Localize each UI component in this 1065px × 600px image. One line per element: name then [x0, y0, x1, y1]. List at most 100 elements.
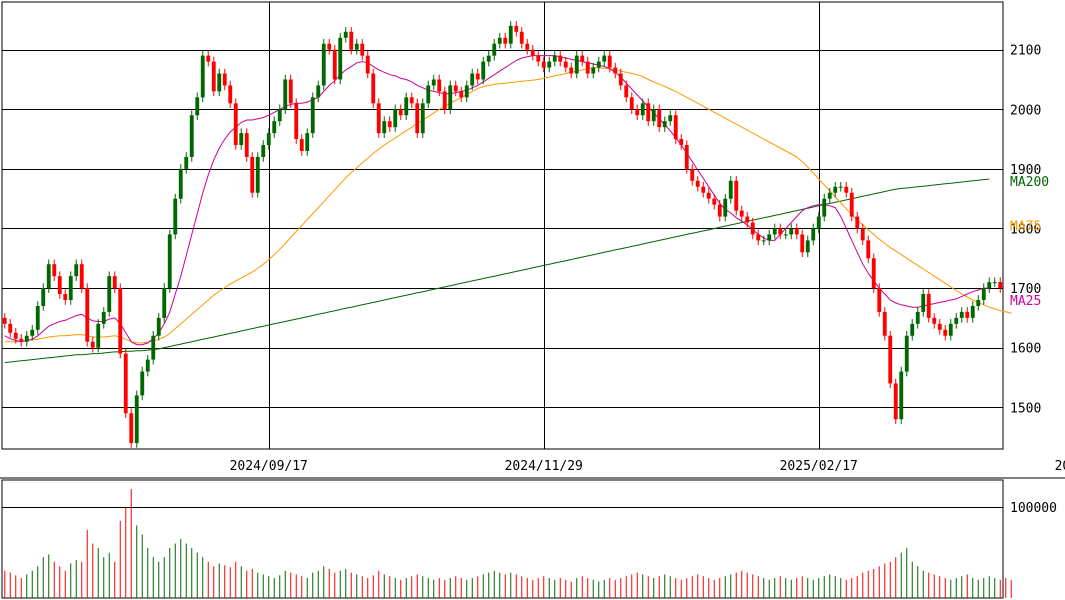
- candle-body: [145, 359, 150, 372]
- date-label: 2025/05/01: [1055, 459, 1065, 474]
- candle-body: [8, 323, 13, 333]
- candle-body: [195, 97, 200, 116]
- candle-body: [789, 228, 794, 235]
- candle-body: [976, 300, 981, 306]
- ma200-line: [4, 178, 990, 364]
- candle-body: [992, 282, 997, 284]
- candle-body: [112, 276, 117, 289]
- candle-body: [321, 43, 326, 86]
- candle-body: [706, 192, 711, 199]
- candle-body: [332, 49, 337, 80]
- candle-body: [778, 228, 783, 235]
- candle-body: [844, 186, 849, 193]
- candle-body: [860, 228, 865, 241]
- volume-axis-labels: 100000: [1010, 501, 1057, 516]
- candle-body: [673, 115, 678, 140]
- candle-body: [294, 103, 299, 140]
- candle-body: [167, 234, 172, 289]
- candle-body: [750, 222, 755, 235]
- price-tick-label: 1700: [1010, 282, 1041, 297]
- candle-body: [96, 323, 101, 348]
- candle-body: [481, 61, 486, 80]
- candle-body: [41, 288, 46, 306]
- candle-body: [563, 61, 568, 68]
- candle-body: [761, 240, 766, 242]
- candle-body: [838, 186, 843, 188]
- candle-body: [783, 234, 788, 236]
- candle-body: [580, 55, 585, 62]
- candle-body: [442, 91, 447, 110]
- candle-body: [228, 85, 233, 104]
- candle-body: [591, 67, 596, 74]
- candle-body: [426, 85, 431, 104]
- date-label: 2025/02/17: [780, 459, 858, 474]
- candle-body: [893, 383, 898, 420]
- candle-body: [690, 168, 695, 181]
- candle-body: [409, 97, 414, 104]
- candle-body: [536, 55, 541, 62]
- ma-label: MA25: [1010, 294, 1041, 309]
- candle-body: [327, 43, 332, 50]
- candle-body: [937, 323, 942, 330]
- candle-body: [646, 103, 651, 122]
- candle-body: [954, 317, 959, 324]
- candle-body: [437, 79, 442, 92]
- candle-body: [283, 79, 288, 110]
- candle-body: [277, 109, 282, 122]
- candle-body: [657, 109, 662, 128]
- price-axis-labels: 1500 1600 1700 1800 1900 2000 2100: [1010, 44, 1041, 417]
- candle-body: [68, 276, 73, 300]
- candle-body: [376, 103, 381, 134]
- candle-body: [453, 85, 458, 92]
- candle-body: [635, 109, 640, 116]
- price-tick-label: 1800: [1010, 222, 1041, 237]
- candle-body: [492, 43, 497, 56]
- candle-body: [288, 79, 293, 104]
- candle-body: [662, 121, 667, 128]
- candle-body: [503, 37, 508, 44]
- candle-body: [525, 43, 530, 50]
- candle-body: [613, 67, 618, 74]
- candle-body: [519, 31, 524, 44]
- candle-body: [728, 180, 733, 199]
- ma25-line: [4, 55, 990, 346]
- candle-body: [475, 73, 480, 80]
- candle-body: [816, 216, 821, 229]
- candle-body: [888, 335, 893, 384]
- candle-body: [800, 234, 805, 253]
- candle-body: [624, 85, 629, 98]
- candle-body: [393, 109, 398, 128]
- ma75-line: [4, 67, 1012, 344]
- candle-body: [640, 103, 645, 116]
- candle-body: [107, 276, 112, 312]
- candle-body: [354, 43, 359, 50]
- candle-body: [805, 240, 810, 253]
- candle-body: [431, 79, 436, 86]
- candle-body: [46, 264, 51, 289]
- candle-body: [756, 234, 761, 241]
- candle-body: [310, 97, 315, 134]
- candle-body: [833, 186, 838, 193]
- candle-body: [877, 288, 882, 312]
- candle-body: [871, 258, 876, 289]
- candle-body: [541, 61, 546, 68]
- candle-body: [250, 156, 255, 193]
- candle-body: [299, 139, 304, 151]
- ma-label: MA200: [1010, 175, 1049, 190]
- candle-body: [448, 85, 453, 110]
- candle-body: [123, 353, 128, 414]
- candle-body: [767, 234, 772, 241]
- candle-body: [921, 294, 926, 312]
- candle-body: [981, 288, 986, 300]
- candle-body: [189, 115, 194, 157]
- candle-body: [162, 288, 167, 318]
- candle-body: [849, 192, 854, 217]
- candle-body: [904, 335, 909, 372]
- candle-body: [679, 139, 684, 146]
- price-tick-label: 1600: [1010, 342, 1041, 357]
- volume-tick-label: 100000: [1010, 501, 1057, 516]
- candle-body: [822, 198, 827, 217]
- candle-body: [701, 186, 706, 193]
- candle-body: [459, 91, 464, 98]
